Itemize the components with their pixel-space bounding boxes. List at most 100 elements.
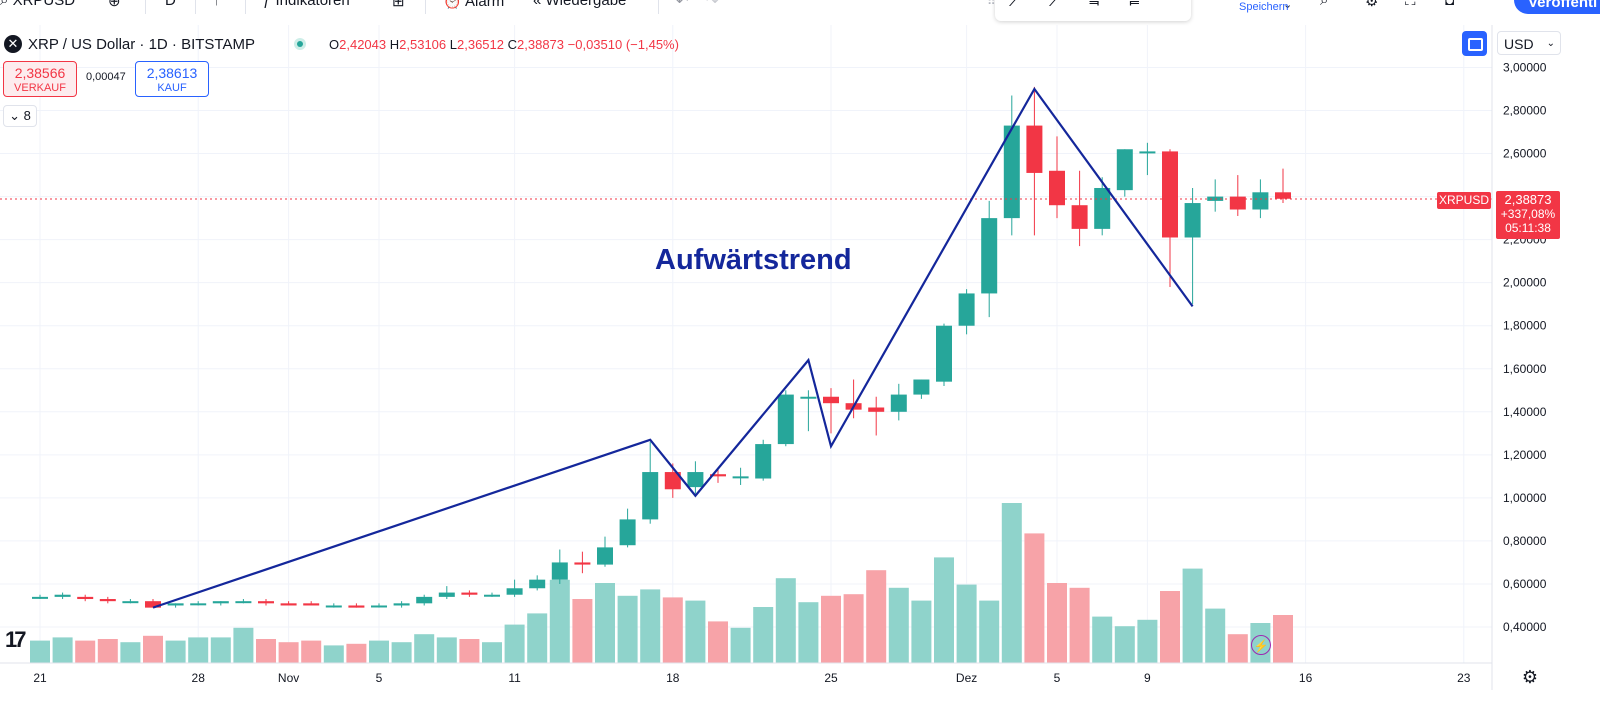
ray-tool-icon[interactable]: ⟋ (1049, 0, 1062, 10)
volume-bar (278, 642, 299, 663)
high-label: H (389, 37, 400, 52)
time-tick-label: Nov (278, 671, 299, 685)
save-button[interactable]: Speichern (1239, 1, 1289, 13)
volume-bar (730, 627, 751, 663)
time-tick-label: 18 (666, 671, 680, 685)
candle-body (936, 325, 952, 382)
xrp-logo-icon: ✕ (4, 35, 22, 53)
candle-body (551, 562, 568, 580)
alert-button[interactable]: ⏰ Alarm (443, 0, 504, 10)
time-axis-labels: 21 28 Nov 5 11 18 25 Dez 5 9 16 23 (33, 671, 1470, 685)
volume-bar (391, 642, 412, 663)
toolbar-divider (245, 0, 246, 14)
candle-body (167, 603, 184, 606)
horizontal-line-tool-icon[interactable]: ⫬ (1089, 0, 1100, 10)
publish-button[interactable]: Veröffentl (1514, 0, 1600, 14)
volume-bar (1092, 616, 1113, 663)
symbol-price-tag: XRPUSD (1437, 192, 1491, 209)
time-tick-label: 9 (1144, 671, 1151, 685)
volume-bar (256, 639, 276, 663)
fullscreen-icon[interactable]: ⛶ (1405, 0, 1416, 9)
indicators-button[interactable]: ƒ Indikatoren (263, 0, 350, 9)
tradingview-logo[interactable]: 17 (5, 627, 27, 652)
alarm-icon: ⏰ (443, 0, 462, 10)
search-icon[interactable]: ⌕ (1320, 0, 1329, 9)
volume-bar (1114, 626, 1135, 663)
volume-bar (934, 557, 954, 663)
range-tool-icon[interactable]: ⫭ (1129, 0, 1140, 10)
compare-icon[interactable] (1462, 31, 1487, 56)
high-value: 2,53106 (399, 37, 447, 52)
time-tick-label: 21 (33, 671, 47, 685)
volume-bar (346, 643, 367, 663)
volume-bar (323, 645, 344, 663)
lightning-icon[interactable]: ⚡ (1251, 635, 1271, 655)
price-tick-label: 0,40000 (1503, 620, 1547, 634)
candle-body (212, 601, 229, 604)
buy-button[interactable]: 2,38613 KAUF (135, 61, 209, 97)
candle-body (371, 605, 387, 608)
candle-body (506, 588, 523, 595)
candle-body (800, 396, 817, 399)
volume-bar (866, 570, 887, 663)
sell-price: 2,38566 (14, 65, 66, 81)
price-tick-label: 0,60000 (1503, 577, 1547, 591)
indicator-collapse-button[interactable]: ⌄ 8 (3, 105, 37, 127)
trendline (152, 86, 1194, 609)
time-tick-label: 11 (508, 671, 521, 685)
change-value: −0,03510 (−1,45%) (567, 37, 679, 52)
last-price-value: 2,38873 (1504, 192, 1552, 207)
candle-body (1162, 151, 1178, 238)
symbol-search-button[interactable]: ⌕ XRPUSD (0, 0, 75, 9)
interval-button[interactable]: D (165, 0, 176, 9)
candle-body (1139, 151, 1156, 154)
close-value: 2,38873 (517, 37, 565, 52)
buy-label: KAUF (157, 82, 187, 94)
candles-icon[interactable]: ⫯ (213, 0, 220, 9)
volume-bar (888, 587, 909, 663)
candle-body (1049, 170, 1065, 206)
time-tick-label: 28 (192, 671, 206, 685)
candle-body (438, 592, 455, 597)
volume-bar (956, 584, 977, 663)
drag-handle-icon[interactable]: ⠿ (987, 0, 996, 8)
plus-circle-icon[interactable]: ⊕ (108, 0, 121, 10)
undo-icon[interactable]: ↶ (676, 0, 689, 10)
volume-bar (549, 579, 570, 663)
top-toolbar: ⌕ XRPUSD ⊕ D ⫯ ƒ Indikatoren ⊞ ⏰ Alarm «… (0, 0, 1600, 22)
replay-button[interactable]: « Wiedergabe (533, 0, 626, 9)
candle-body (122, 601, 139, 604)
volume-bar (188, 637, 209, 663)
trend-line-tool-icon[interactable]: ⟋ (1009, 0, 1022, 10)
settings-icon[interactable]: ⚙ (1365, 0, 1379, 10)
settings-icon[interactable]: ⚙ (1521, 667, 1539, 687)
trend-annotation[interactable]: Aufwärtstrend (655, 244, 852, 276)
market-status-icon[interactable] (294, 38, 306, 50)
redo-icon[interactable]: ↷ (706, 0, 719, 10)
camera-icon[interactable]: ◘ (1445, 0, 1455, 9)
candle-body (890, 394, 907, 412)
candle-body (642, 472, 659, 520)
price-tick-label: 1,40000 (1503, 405, 1547, 419)
candle-body (461, 592, 478, 595)
sell-button[interactable]: 2,38566 VERKAUF (3, 61, 77, 97)
time-tick-label: 16 (1299, 671, 1313, 685)
search-icon: ⌕ (0, 0, 9, 9)
volume-bar (1001, 503, 1022, 663)
layout-icon[interactable]: ⊞ (392, 0, 405, 10)
volume-bar (1205, 608, 1226, 663)
price-tick-label: 1,20000 (1503, 448, 1547, 462)
chevron-down-icon[interactable]: ⌄ (1283, 0, 1293, 11)
symbol-title[interactable]: XRP / US Dollar · 1D · BITSTAMP (28, 36, 255, 53)
volume-bar (1137, 619, 1158, 663)
volume-bars (30, 503, 1293, 663)
candle-body (574, 562, 591, 565)
currency-select[interactable]: USD ⌄ (1497, 31, 1561, 55)
candle-body (416, 596, 433, 604)
toolbar-symbol: XRPUSD (12, 0, 76, 9)
volume-bar (1160, 591, 1180, 663)
candle-body (755, 444, 772, 479)
volume-bar (165, 640, 186, 663)
candle-body (99, 599, 116, 602)
